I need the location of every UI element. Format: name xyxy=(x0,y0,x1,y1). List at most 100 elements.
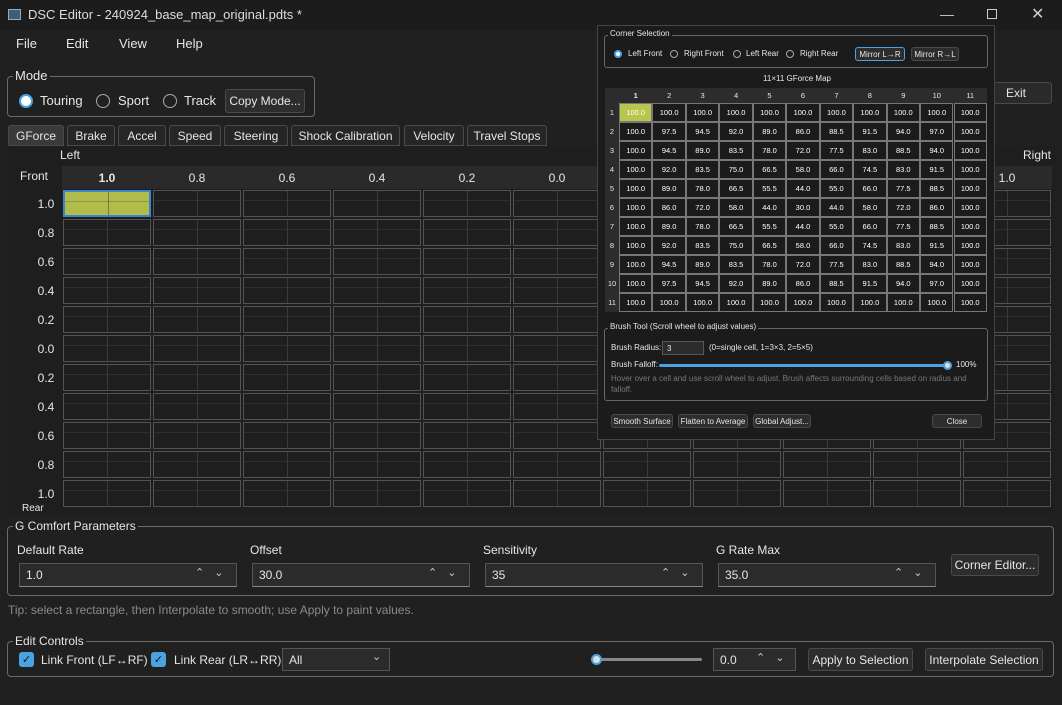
grid-cell[interactable] xyxy=(513,480,601,507)
map-cell[interactable]: 100.0 xyxy=(953,198,987,217)
map-cell[interactable]: 100.0 xyxy=(819,293,854,312)
map-cell[interactable]: 78.0 xyxy=(752,141,787,160)
map-cell[interactable]: 89.0 xyxy=(652,179,686,198)
map-cell[interactable]: 100.0 xyxy=(953,122,987,141)
map-cell[interactable]: 100.0 xyxy=(619,198,653,217)
map-cell[interactable]: 100.0 xyxy=(685,293,720,312)
grid-cell[interactable] xyxy=(333,248,421,275)
map-cell[interactable]: 78.0 xyxy=(752,255,787,274)
tab[interactable]: Steering xyxy=(224,125,288,146)
map-cell[interactable]: 58.0 xyxy=(719,198,753,217)
grid-cell[interactable] xyxy=(333,364,421,391)
map-cell[interactable]: 100.0 xyxy=(953,236,987,255)
mode-option[interactable]: Sport xyxy=(118,92,150,108)
map-cell[interactable]: 100.0 xyxy=(619,236,653,255)
map-cell[interactable]: 100.0 xyxy=(819,103,854,122)
minimize-button[interactable]: — xyxy=(940,6,954,22)
map-cell[interactable]: 77.5 xyxy=(819,255,854,274)
grid-cell[interactable] xyxy=(153,451,241,478)
grid-cell[interactable] xyxy=(63,480,151,507)
mirror-button[interactable]: Mirror R→L xyxy=(911,47,959,61)
grid-cell[interactable] xyxy=(603,480,691,507)
field-input[interactable]: 1.0 xyxy=(19,563,237,587)
map-cell[interactable]: 83.0 xyxy=(886,160,921,179)
grid-cell[interactable] xyxy=(153,219,241,246)
grid-cell[interactable] xyxy=(243,219,331,246)
map-cell[interactable]: 100.0 xyxy=(619,293,653,312)
grid-cell[interactable] xyxy=(513,248,601,275)
grid-cell[interactable] xyxy=(423,480,511,507)
value-input[interactable]: 0.0 xyxy=(713,648,796,671)
grid-cell[interactable] xyxy=(243,393,331,420)
grid-cell[interactable] xyxy=(423,219,511,246)
exit-button[interactable]: Exit xyxy=(980,82,1052,104)
map-cell[interactable]: 44.0 xyxy=(786,179,820,198)
grid-cell[interactable] xyxy=(423,248,511,275)
map-cell[interactable]: 77.5 xyxy=(819,141,854,160)
radio-button[interactable] xyxy=(786,50,794,58)
map-cell[interactable]: 100.0 xyxy=(953,103,987,122)
map-cell[interactable]: 94.5 xyxy=(685,122,720,141)
map-cell[interactable]: 72.0 xyxy=(886,198,921,217)
grid-cell[interactable] xyxy=(513,219,601,246)
grid-cell[interactable] xyxy=(243,480,331,507)
close-window-button[interactable]: ✕ xyxy=(1031,6,1045,23)
map-cell[interactable]: 86.0 xyxy=(786,274,820,293)
grid-cell[interactable] xyxy=(243,248,331,275)
radio-button[interactable] xyxy=(614,50,622,58)
brush-radius-combo[interactable]: 3 xyxy=(662,341,704,355)
map-cell[interactable]: 100.0 xyxy=(619,255,653,274)
tool-button[interactable]: Global Adjust... xyxy=(753,414,811,428)
menu-item[interactable]: File xyxy=(16,35,37,51)
spin-arrows[interactable]: ⌃⌄ xyxy=(894,567,933,579)
tab[interactable]: Velocity xyxy=(404,125,464,146)
value-slider-knob[interactable] xyxy=(591,654,602,665)
tab[interactable]: Speed xyxy=(169,125,221,146)
map-cell[interactable]: 83.5 xyxy=(719,255,753,274)
map-cell[interactable]: 89.0 xyxy=(752,274,787,293)
map-cell[interactable]: 75.0 xyxy=(719,236,753,255)
map-cell[interactable]: 89.0 xyxy=(752,122,787,141)
grid-cell[interactable] xyxy=(513,364,601,391)
map-cell[interactable]: 55.5 xyxy=(752,217,787,236)
map-cell[interactable]: 94.0 xyxy=(920,141,954,160)
interpolate-button[interactable]: Interpolate Selection xyxy=(925,648,1043,671)
map-cell[interactable]: 97.5 xyxy=(652,122,686,141)
map-cell[interactable]: 89.0 xyxy=(685,255,720,274)
grid-cell[interactable] xyxy=(63,422,151,449)
map-cell[interactable]: 91.5 xyxy=(853,274,887,293)
map-cell[interactable]: 100.0 xyxy=(752,293,787,312)
falloff-knob[interactable] xyxy=(943,361,952,370)
map-cell[interactable]: 100.0 xyxy=(886,293,921,312)
corner-option[interactable]: Right Front xyxy=(684,49,724,59)
map-cell[interactable]: 66.0 xyxy=(853,179,887,198)
map-cell[interactable]: 100.0 xyxy=(619,122,653,141)
map-cell[interactable]: 88.5 xyxy=(886,255,921,274)
checkbox[interactable]: ✓ xyxy=(151,652,166,667)
grid-cell[interactable] xyxy=(513,277,601,304)
grid-cell[interactable] xyxy=(243,451,331,478)
close-button[interactable]: Close xyxy=(932,414,982,428)
grid-cell[interactable] xyxy=(513,306,601,333)
tab[interactable]: Shock Calibration xyxy=(291,125,400,146)
map-cell[interactable]: 100.0 xyxy=(619,141,653,160)
grid-cell[interactable] xyxy=(423,190,511,217)
radio-button[interactable] xyxy=(670,50,678,58)
grid-cell[interactable] xyxy=(63,190,151,217)
tab[interactable]: GForce xyxy=(8,125,64,146)
menu-item[interactable]: View xyxy=(119,35,147,51)
map-cell[interactable]: 44.0 xyxy=(752,198,787,217)
map-cell[interactable]: 89.0 xyxy=(652,217,686,236)
map-cell[interactable]: 66.0 xyxy=(819,160,854,179)
map-cell[interactable]: 88.5 xyxy=(920,217,954,236)
map-cell[interactable]: 100.0 xyxy=(619,274,653,293)
grid-cell[interactable] xyxy=(153,248,241,275)
map-cell[interactable]: 66.0 xyxy=(853,217,887,236)
grid-cell[interactable] xyxy=(333,306,421,333)
map-cell[interactable]: 86.0 xyxy=(786,122,820,141)
grid-cell[interactable] xyxy=(333,190,421,217)
map-cell[interactable]: 55.0 xyxy=(819,217,854,236)
map-cell[interactable]: 92.0 xyxy=(719,122,753,141)
map-cell[interactable]: 100.0 xyxy=(953,217,987,236)
map-cell[interactable]: 75.0 xyxy=(719,160,753,179)
